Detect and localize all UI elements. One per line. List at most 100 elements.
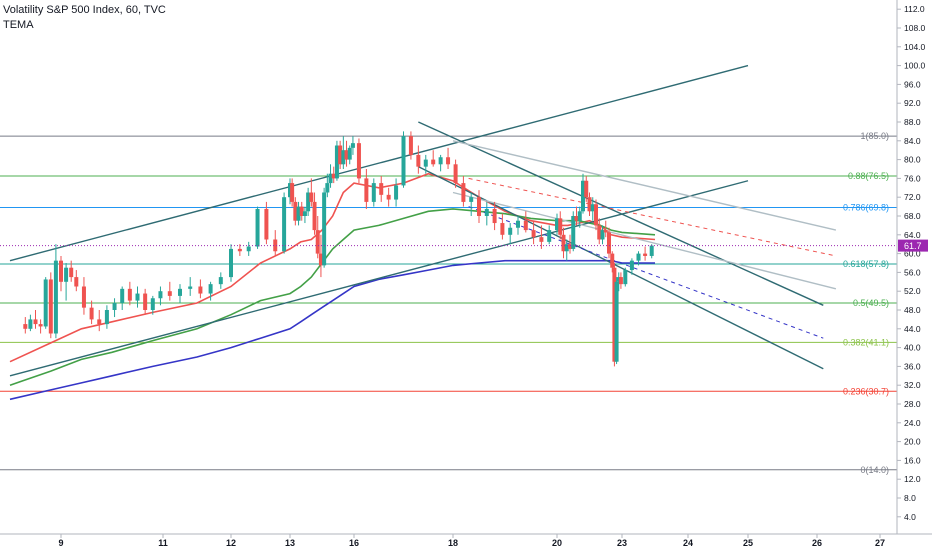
candle-body bbox=[629, 260, 634, 271]
y-tick-label: 64.0 bbox=[904, 230, 921, 240]
candle-body bbox=[104, 310, 109, 325]
y-tick-label: 28.0 bbox=[904, 399, 921, 409]
fib-label: 0.5(49.5) bbox=[853, 298, 889, 308]
fib-label: 0.382(41.1) bbox=[843, 337, 889, 347]
candle-body bbox=[636, 253, 641, 261]
x-tick-label: 20 bbox=[552, 538, 562, 548]
candle-body bbox=[469, 197, 474, 202]
candle-body bbox=[590, 204, 595, 212]
y-tick-label: 20.0 bbox=[904, 437, 921, 447]
candle-body bbox=[394, 185, 399, 200]
chart-title: Volatility S&P 500 Index, 60, TVC bbox=[3, 4, 166, 16]
y-tick-label: 100.0 bbox=[904, 61, 926, 71]
candle-body bbox=[577, 211, 582, 221]
candle-body bbox=[218, 277, 223, 285]
y-tick-label: 88.0 bbox=[904, 117, 921, 127]
candle-body bbox=[59, 260, 63, 282]
y-tick-label: 8.0 bbox=[904, 493, 916, 503]
candle-body bbox=[299, 206, 304, 216]
candle-body bbox=[523, 220, 528, 231]
candle-body bbox=[600, 230, 605, 240]
candle-body bbox=[198, 286, 203, 294]
candle-body bbox=[315, 230, 320, 254]
candle-body bbox=[81, 286, 86, 308]
candle-body bbox=[446, 157, 451, 165]
y-tick-label: 16.0 bbox=[904, 455, 921, 465]
candle-body bbox=[612, 267, 617, 362]
candle-body bbox=[547, 230, 552, 242]
x-tick-label: 24 bbox=[683, 538, 693, 548]
candle-body bbox=[318, 253, 323, 266]
x-tick-label: 26 bbox=[812, 538, 822, 548]
fib-label: 0(14.0) bbox=[860, 465, 889, 475]
fib-label: 0.786(69.8) bbox=[843, 203, 889, 213]
candle-body bbox=[531, 230, 536, 238]
x-tick-label: 11 bbox=[158, 538, 168, 548]
candle-body bbox=[302, 211, 307, 216]
candle-body bbox=[568, 244, 572, 249]
y-tick-label: 48.0 bbox=[904, 305, 921, 315]
y-tick-label: 24.0 bbox=[904, 418, 921, 428]
candle-body bbox=[33, 319, 38, 325]
candle-body bbox=[508, 227, 513, 235]
candle-body bbox=[431, 159, 436, 165]
indicator-label: TEMA bbox=[3, 19, 34, 31]
y-tick-label: 56.0 bbox=[904, 267, 921, 277]
candle-body bbox=[38, 324, 43, 327]
candle-body bbox=[607, 232, 611, 254]
y-tick-label: 36.0 bbox=[904, 361, 921, 371]
candle-body bbox=[74, 277, 79, 287]
trend-line bbox=[452, 191, 837, 290]
x-tick-label: 9 bbox=[58, 538, 63, 548]
candle-body bbox=[492, 208, 497, 224]
candle-body bbox=[643, 253, 648, 256]
candle-body bbox=[53, 260, 58, 334]
candle-body bbox=[229, 248, 233, 278]
candle-body bbox=[112, 302, 117, 310]
candle-body bbox=[312, 201, 317, 231]
candle-body bbox=[290, 183, 295, 202]
y-tick-label: 84.0 bbox=[904, 136, 921, 146]
candle-body bbox=[603, 230, 608, 233]
candle-body bbox=[338, 145, 343, 165]
candle-body bbox=[328, 173, 333, 184]
candle-body bbox=[23, 324, 28, 329]
y-tick-label: 112.0 bbox=[904, 4, 925, 14]
candle-body bbox=[564, 244, 569, 252]
candle-body bbox=[610, 253, 615, 268]
candle-body bbox=[143, 293, 148, 310]
candle-body bbox=[347, 147, 352, 160]
x-tick-label: 18 bbox=[448, 538, 458, 548]
candle-body bbox=[561, 234, 566, 252]
candle-body bbox=[386, 194, 391, 200]
candle-body bbox=[623, 270, 628, 285]
y-tick-label: 92.0 bbox=[904, 98, 921, 108]
candle-body bbox=[322, 192, 327, 266]
candle-body bbox=[120, 288, 125, 303]
candle-body bbox=[167, 291, 172, 296]
candle-body bbox=[246, 246, 251, 252]
candle-body bbox=[558, 218, 563, 235]
y-tick-label: 60.0 bbox=[904, 249, 921, 259]
x-tick-label: 25 bbox=[743, 538, 753, 548]
candle-body bbox=[581, 180, 585, 212]
candle-body bbox=[587, 197, 592, 212]
trend-line bbox=[468, 177, 837, 257]
candle-body bbox=[296, 206, 301, 221]
x-tick-label: 12 bbox=[226, 538, 236, 548]
candle-body bbox=[423, 159, 428, 167]
candle-body bbox=[309, 192, 314, 202]
candle-body bbox=[618, 277, 623, 285]
y-tick-label: 52.0 bbox=[904, 286, 921, 296]
y-tick-label: 104.0 bbox=[904, 42, 926, 52]
y-tick-label: 40.0 bbox=[904, 343, 921, 353]
price-axis: 4.0 8.0 12.0 16.0 20.0 24.0 28.0 32.0 36.0 40.0 44… bbox=[896, 0, 926, 534]
candle-body bbox=[282, 197, 287, 252]
candle-body bbox=[237, 248, 242, 252]
candle-body bbox=[150, 298, 155, 310]
y-tick-label: 4.0 bbox=[904, 512, 916, 522]
y-tick-label: 80.0 bbox=[904, 155, 921, 165]
candle-body bbox=[344, 150, 349, 160]
candle-body bbox=[331, 173, 336, 179]
